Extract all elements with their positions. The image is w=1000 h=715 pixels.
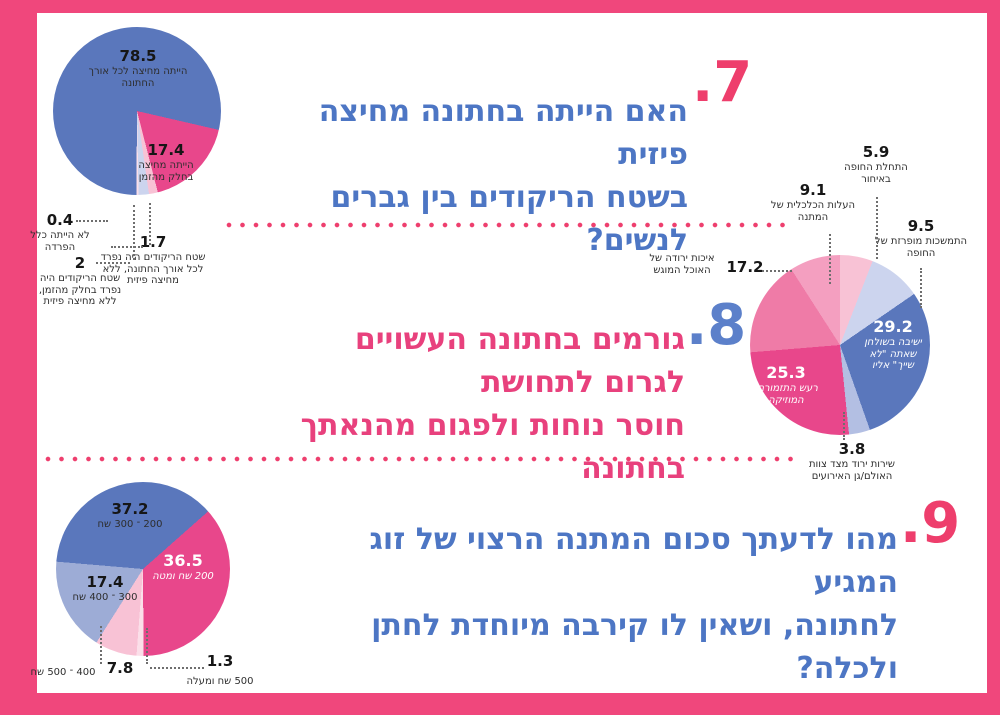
question-7-line2: בשטח הריקודים בין גברים לנשים?: [330, 180, 688, 258]
leader-line: [843, 412, 845, 440]
slice-value: 17.2: [726, 258, 764, 276]
question-7-number: 7.: [692, 50, 753, 115]
question-8-number: 8.: [686, 293, 747, 358]
slice-text: 500 שח ומעלה: [186, 676, 254, 687]
slice-value: 1.7: [139, 233, 167, 251]
slice-text: הייתה מחיצה לכל אורך החתונה: [88, 66, 188, 89]
pie-chart-q8: [750, 255, 930, 435]
slice-label-q7-1-7: 1.7 שטח הריקודים היה נפרד לכל אורך החתונ…: [98, 233, 208, 287]
leader-line: [76, 220, 108, 222]
question-9-number: 9.: [900, 491, 961, 556]
slice-label-q8-95: 9.5 התמשכות מופרזת של החופה: [874, 217, 968, 259]
question-9-line1: מהו לדעתך סכום המתנה הרצוי של זוג המגיע: [369, 522, 898, 600]
slice-label-q9-174: 17.4 300 ־ 400 שח: [58, 573, 152, 604]
leader-line: [96, 262, 130, 264]
slice-label-q8-59: 5.9 התחלת החופה באיחור: [833, 143, 919, 185]
leader-line: [111, 246, 143, 248]
slice-text-q8-172: איכות ירודה של האוכל המוגש: [640, 252, 724, 276]
question-8-line1: גורמים בחתונה העשויים לגרום לתחושת: [354, 322, 685, 400]
slice-value: 17.4: [147, 141, 185, 159]
slice-label-q8-38: 3.8 שירות ירוד מצד צוות האולם/גן האירועי…: [792, 440, 912, 482]
leader-line: [149, 203, 151, 245]
slice-value: 36.5: [163, 551, 203, 570]
question-8-line2: חוסר נוחות ולפגום מהנאתך בחתונה: [300, 408, 685, 486]
slice-text: שטח הריקודים היה נפרד לכל אורך החתונה, ל…: [100, 252, 206, 287]
leader-line: [762, 270, 792, 272]
slice-text: 200 ־ 300 שח: [97, 519, 163, 531]
slice-value: 5.9: [862, 143, 890, 161]
slice-value: 2: [74, 254, 86, 272]
slice-value: 29.2: [873, 317, 913, 336]
slice-text: הייתה מחיצה בחלק מהזמן: [138, 160, 194, 183]
slice-text: התחלת החופה באיחור: [844, 162, 908, 185]
slice-value-q8-172: 17.2: [726, 258, 764, 276]
slice-label-q8-91: 9.1 העלות הכלכלית של המתנה: [770, 181, 856, 223]
slice-label-q7-17: 17.4 הייתה מחיצה בחלק מהזמן: [126, 141, 206, 183]
slice-label-q7-2: 2 שטח הריקודים היה נפרד בחלק מהזמן, ללא …: [30, 254, 130, 308]
leader-line: [920, 268, 922, 308]
slice-value: 78.5: [119, 47, 157, 65]
leader-line: [150, 667, 204, 669]
slice-text: התמשכות מופרזת של החופה: [874, 236, 968, 259]
slice-value: 37.2: [111, 500, 149, 518]
slice-text-q9-78: 400 ־ 500 שח: [26, 666, 100, 679]
leader-line: [133, 205, 135, 260]
question-7-text: האם הייתה בחתונה מחיצה פיזית בשטח הריקוד…: [280, 90, 688, 262]
slice-text: לא הייתה כלל הפרדה: [30, 230, 90, 253]
question-7-line1: האם הייתה בחתונה מחיצה פיזית: [318, 94, 688, 172]
slice-text: שירות ירוד מצד צוות האולם/גן האירועים: [808, 459, 895, 482]
slice-label-q8-292: 29.2 ישיבה בשולחן שאתה "לא שייך" אליו: [863, 317, 923, 372]
slice-text: 200 שח ומטה: [152, 571, 214, 583]
slice-text: שטח הריקודים היה נפרד בחלק מהזמן, ללא מח…: [38, 273, 122, 308]
slice-value: 7.8: [106, 659, 134, 677]
slice-value: 9.5: [907, 217, 935, 235]
slice-value-q9-13: 1.3: [203, 652, 237, 670]
leader-line: [829, 234, 831, 284]
slice-text: 400 ־ 500 שח: [30, 667, 96, 678]
slice-label-q9-372: 37.2 200 ־ 300 שח: [82, 500, 178, 531]
slice-value-q9-78: 7.8: [102, 659, 138, 677]
slice-value: 0.4: [46, 211, 74, 229]
slice-text: רעש התזמורת/ המוזיקה: [754, 383, 818, 406]
question-9-line2: לחתונה, ושאין לו קירבה מיוחדת לחתן ולכלה…: [371, 608, 898, 686]
question-8-text: גורמים בחתונה העשויים לגרום לתחושת חוסר …: [280, 318, 685, 490]
slice-text: העלות הכלכלית של המתנה: [770, 200, 856, 223]
slice-text: 300 ־ 400 שח: [72, 592, 138, 604]
leader-line: [146, 628, 148, 664]
leader-line: [876, 197, 878, 259]
pie-chart-q7: [53, 27, 221, 195]
slice-value: 9.1: [799, 181, 827, 199]
slice-text-q9-13: 500 שח ומעלה: [170, 675, 270, 688]
slice-value: 17.4: [86, 573, 124, 591]
slice-text: ישיבה בשולחן שאתה "לא שייך" אליו: [864, 337, 922, 372]
slice-value: 1.3: [206, 652, 234, 670]
slice-label-q9-365: 36.5 200 שח ומטה: [140, 551, 226, 583]
question-9-text: מהו לדעתך סכום המתנה הרצוי של זוג המגיע …: [285, 518, 898, 690]
dotted-separator: [45, 456, 797, 462]
slice-text: איכות ירודה של האוכל המוגש: [649, 253, 715, 276]
dotted-separator: [226, 222, 788, 228]
slice-label-q7-04: 0.4 לא הייתה כלל הפרדה: [20, 211, 100, 253]
slice-label-q8-253: 25.3 רעש התזמורת/ המוזיקה: [742, 363, 830, 406]
slice-value: 25.3: [766, 363, 806, 382]
leader-line: [100, 626, 102, 664]
slice-label-q7-78: 78.5 הייתה מחיצה לכל אורך החתונה: [88, 47, 188, 89]
slice-value: 3.8: [838, 440, 866, 458]
pie-chart-q9: [56, 482, 230, 656]
